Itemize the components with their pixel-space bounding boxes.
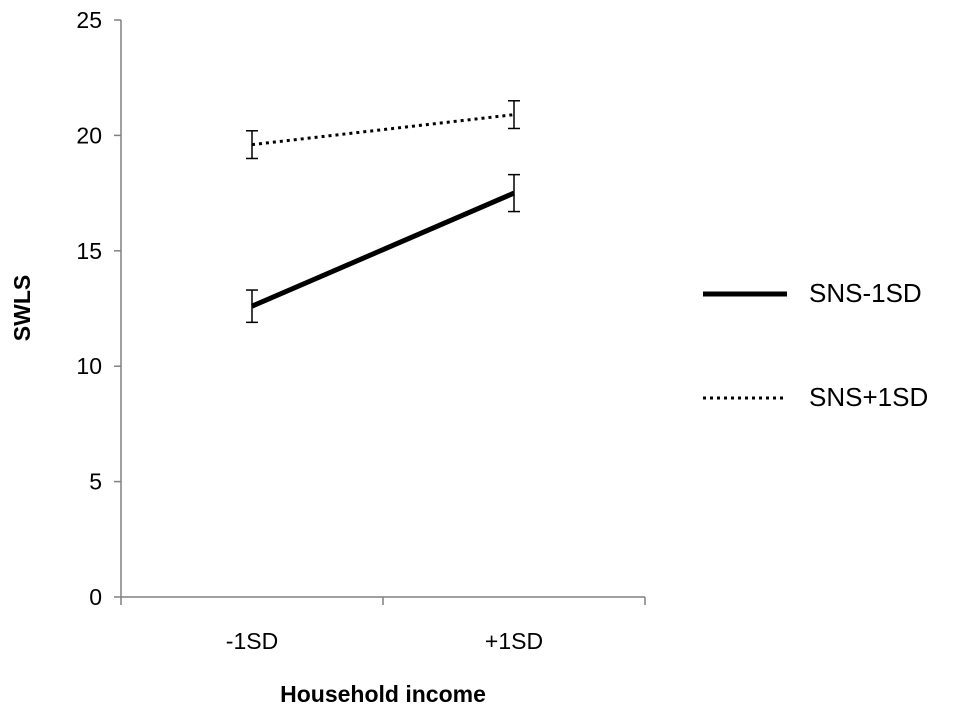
legend-label: SNS-1SD [809,278,922,308]
series-layer [246,101,520,323]
y-axis-title: SWLS [9,275,35,341]
legend-label: SNS+1SD [809,382,928,412]
axes: 0 5 10 15 20 25 -1SD +1SD [76,7,645,654]
series-line [252,115,514,145]
y-tick-label: 5 [89,469,102,495]
legend: SNS-1SD SNS+1SD [703,278,928,412]
y-tick-label: 10 [76,353,102,379]
legend-item: SNS-1SD [703,278,922,308]
legend-item: SNS+1SD [703,382,928,412]
series-line [252,193,514,306]
x-tick-label: -1SD [226,628,278,654]
y-tick-label: 0 [89,584,102,610]
x-axis-title: Household income [280,681,486,707]
series [246,175,520,323]
y-tick-label: 15 [76,238,102,264]
y-ticks: 0 5 10 15 20 25 [76,7,121,610]
x-tick-label: +1SD [485,628,543,654]
x-ticks: -1SD +1SD [121,597,645,654]
series [246,101,520,159]
y-tick-label: 20 [76,122,102,148]
error-bar [246,131,258,159]
y-tick-label: 25 [76,7,102,33]
